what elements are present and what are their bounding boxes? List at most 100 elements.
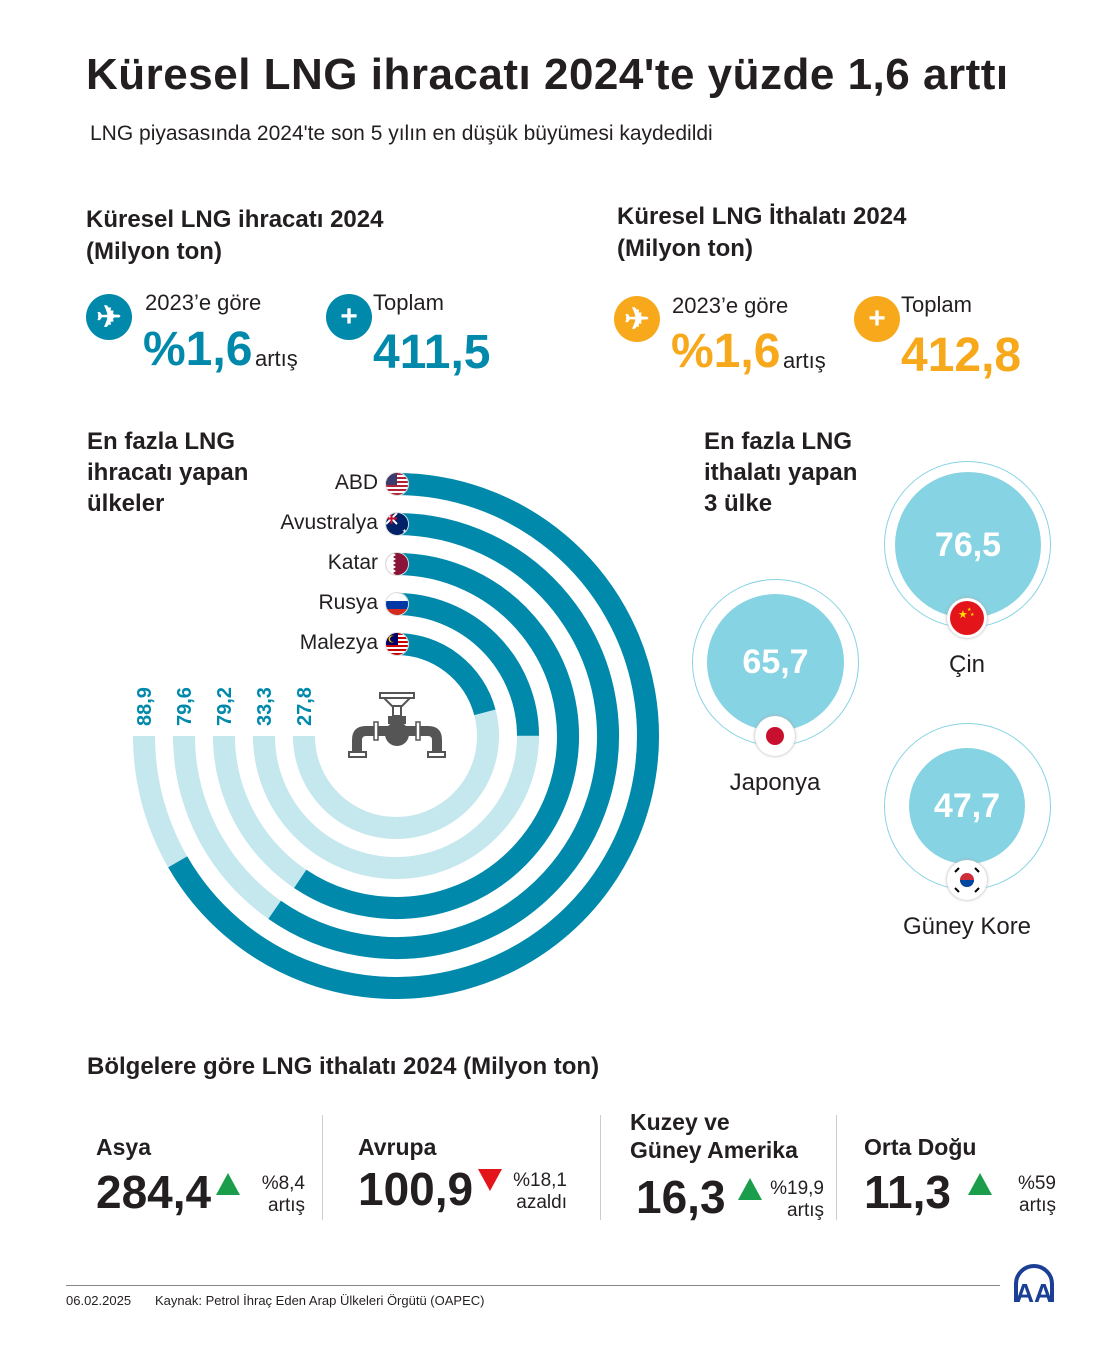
region-name: Orta Doğu [864, 1133, 976, 1161]
page-title: Küresel LNG ihracatı 2024'te yüzde 1,6 a… [86, 50, 1009, 99]
region-change-pct: %18,1 [513, 1170, 567, 1191]
svg-text:AA: AA [1015, 1278, 1053, 1304]
import-change-value: %1,6 [671, 325, 781, 378]
plus-icon: + [854, 296, 900, 342]
japan-flag-icon [755, 716, 795, 756]
region-name-line: Güney Amerika [630, 1137, 798, 1163]
abd-flag-icon [385, 472, 409, 496]
category-label: Katar [327, 551, 378, 574]
katar-flag-icon [385, 552, 409, 576]
category-label: Malezya [299, 631, 378, 654]
region-value: 16,3 [636, 1171, 726, 1223]
region-change-pct: %8,4 [261, 1173, 305, 1194]
export-heading-line: Küresel LNG ihracatı 2024 [86, 206, 384, 233]
arrow-up-icon: ✈ [614, 296, 660, 342]
region-change-word: artış [1019, 1195, 1056, 1216]
bar-malezya [395, 633, 496, 716]
region-name-line: Orta Doğu [864, 1134, 977, 1160]
region-divider [600, 1115, 601, 1220]
rusya-flag-icon [385, 592, 409, 616]
bar-rusya [395, 593, 539, 737]
region-name-line: Asya [96, 1134, 151, 1160]
region-divider [322, 1115, 323, 1220]
svg-text:★: ★ [967, 607, 972, 613]
importers-title-line: ithalatı yapan [704, 459, 858, 486]
exporters-title-line: ihracatı yapan [87, 459, 249, 486]
export-total-label: Toplam [373, 290, 444, 315]
export-total-value: 411,5 [373, 326, 491, 379]
plus-icon: + [326, 294, 372, 340]
importers-title-line: En fazla LNG [704, 428, 853, 455]
import-heading-unit: (Milyon ton) [617, 235, 753, 262]
exporters-title-line: ülkeler [87, 490, 165, 517]
bar-katar [294, 553, 579, 919]
import-total-label: Toplam [901, 292, 972, 317]
category-label: Avustralya [280, 511, 378, 534]
value-label: 33,3 [254, 687, 276, 726]
bar-abd [168, 473, 659, 999]
svg-text:★: ★ [970, 612, 975, 618]
export-change-label: 2023’e göre [145, 290, 262, 315]
importer-value: 65,7 [707, 594, 844, 731]
category-label: Rusya [318, 591, 378, 614]
svg-text:★: ★ [402, 528, 407, 535]
import-total-value: 412,8 [901, 329, 1022, 382]
arrow-down-icon [478, 1169, 502, 1191]
bar-avustralya [268, 513, 619, 959]
malezya-flag-icon [385, 632, 409, 656]
importer-value: 76,5 [895, 472, 1041, 618]
region-name: Avrupa [358, 1133, 436, 1161]
region-name-line: Avrupa [358, 1134, 437, 1160]
aa-logo: AA [1014, 1264, 1054, 1304]
region-divider [836, 1115, 837, 1220]
page-subtitle: LNG piyasasında 2024'te son 5 yılın en d… [90, 122, 713, 145]
region-value: 284,4 [96, 1166, 212, 1218]
importer-name: Çin [948, 651, 985, 678]
avustralya-flag-icon: ★ [385, 512, 409, 536]
export-change-value: %1,6 [143, 323, 253, 376]
china-flag-icon: ★ ★ ★ [947, 598, 987, 638]
import-heading-line: Küresel LNG İthalatı 2024 [617, 203, 907, 230]
import-change-label: 2023’e göre [672, 293, 789, 318]
svg-text:★: ★ [958, 609, 968, 621]
export-heading: Küresel LNG ihracatı 2024 (Milyon ton) [86, 204, 383, 268]
arrow-up-icon [968, 1173, 992, 1195]
exporters-title: En fazla LNG ihracatı yapan ülkeler [87, 426, 248, 519]
region-value: 11,3 [864, 1166, 951, 1218]
import-change-word: artış [783, 348, 826, 373]
importer-name: Japonya [729, 769, 821, 796]
south-korea-flag-icon [947, 860, 987, 900]
import-heading: Küresel LNG İthalatı 2024 (Milyon ton) [617, 201, 906, 265]
region-change-word: artış [268, 1195, 305, 1216]
region-name: Kuzey ve Güney Amerika [630, 1108, 798, 1164]
exporters-title-line: En fazla LNG [87, 428, 236, 455]
value-label: 27,8 [294, 687, 316, 726]
importer-name: Güney Kore [902, 913, 1032, 940]
export-change-word: artış [255, 346, 298, 371]
footer-source: Kaynak: Petrol İhraç Eden Arap Ülkeleri … [155, 1293, 485, 1308]
region-change: %59 artış [992, 1173, 1056, 1217]
importer-value: 47,7 [909, 748, 1025, 864]
region-value: 100,9 [358, 1163, 474, 1215]
value-label: 79,2 [214, 687, 236, 726]
region-change-pct: %59 [1017, 1173, 1056, 1194]
arrow-up-icon [738, 1178, 762, 1200]
region-change: %8,4 artış [241, 1173, 305, 1217]
pipe-valve-icon [348, 692, 446, 758]
region-change-word: azaldı [516, 1192, 567, 1213]
value-label: 79,6 [174, 687, 196, 726]
region-name-line: Kuzey ve [630, 1109, 730, 1135]
region-change: %19,9 artış [760, 1178, 824, 1222]
footer-divider [66, 1285, 1000, 1286]
arrow-up-icon [216, 1173, 240, 1195]
regions-title: Bölgelere göre LNG ithalatı 2024 (Milyon… [87, 1053, 600, 1080]
region-change: %18,1 azaldı [503, 1170, 567, 1214]
category-label: ABD [334, 471, 378, 494]
importers-title-line: 3 ülke [704, 490, 773, 517]
footer-date: 06.02.2025 [66, 1293, 132, 1308]
arrow-up-icon: ✈ [86, 294, 132, 340]
region-name: Asya [96, 1133, 151, 1161]
export-heading-unit: (Milyon ton) [86, 238, 222, 265]
region-change-word: artış [787, 1200, 824, 1221]
